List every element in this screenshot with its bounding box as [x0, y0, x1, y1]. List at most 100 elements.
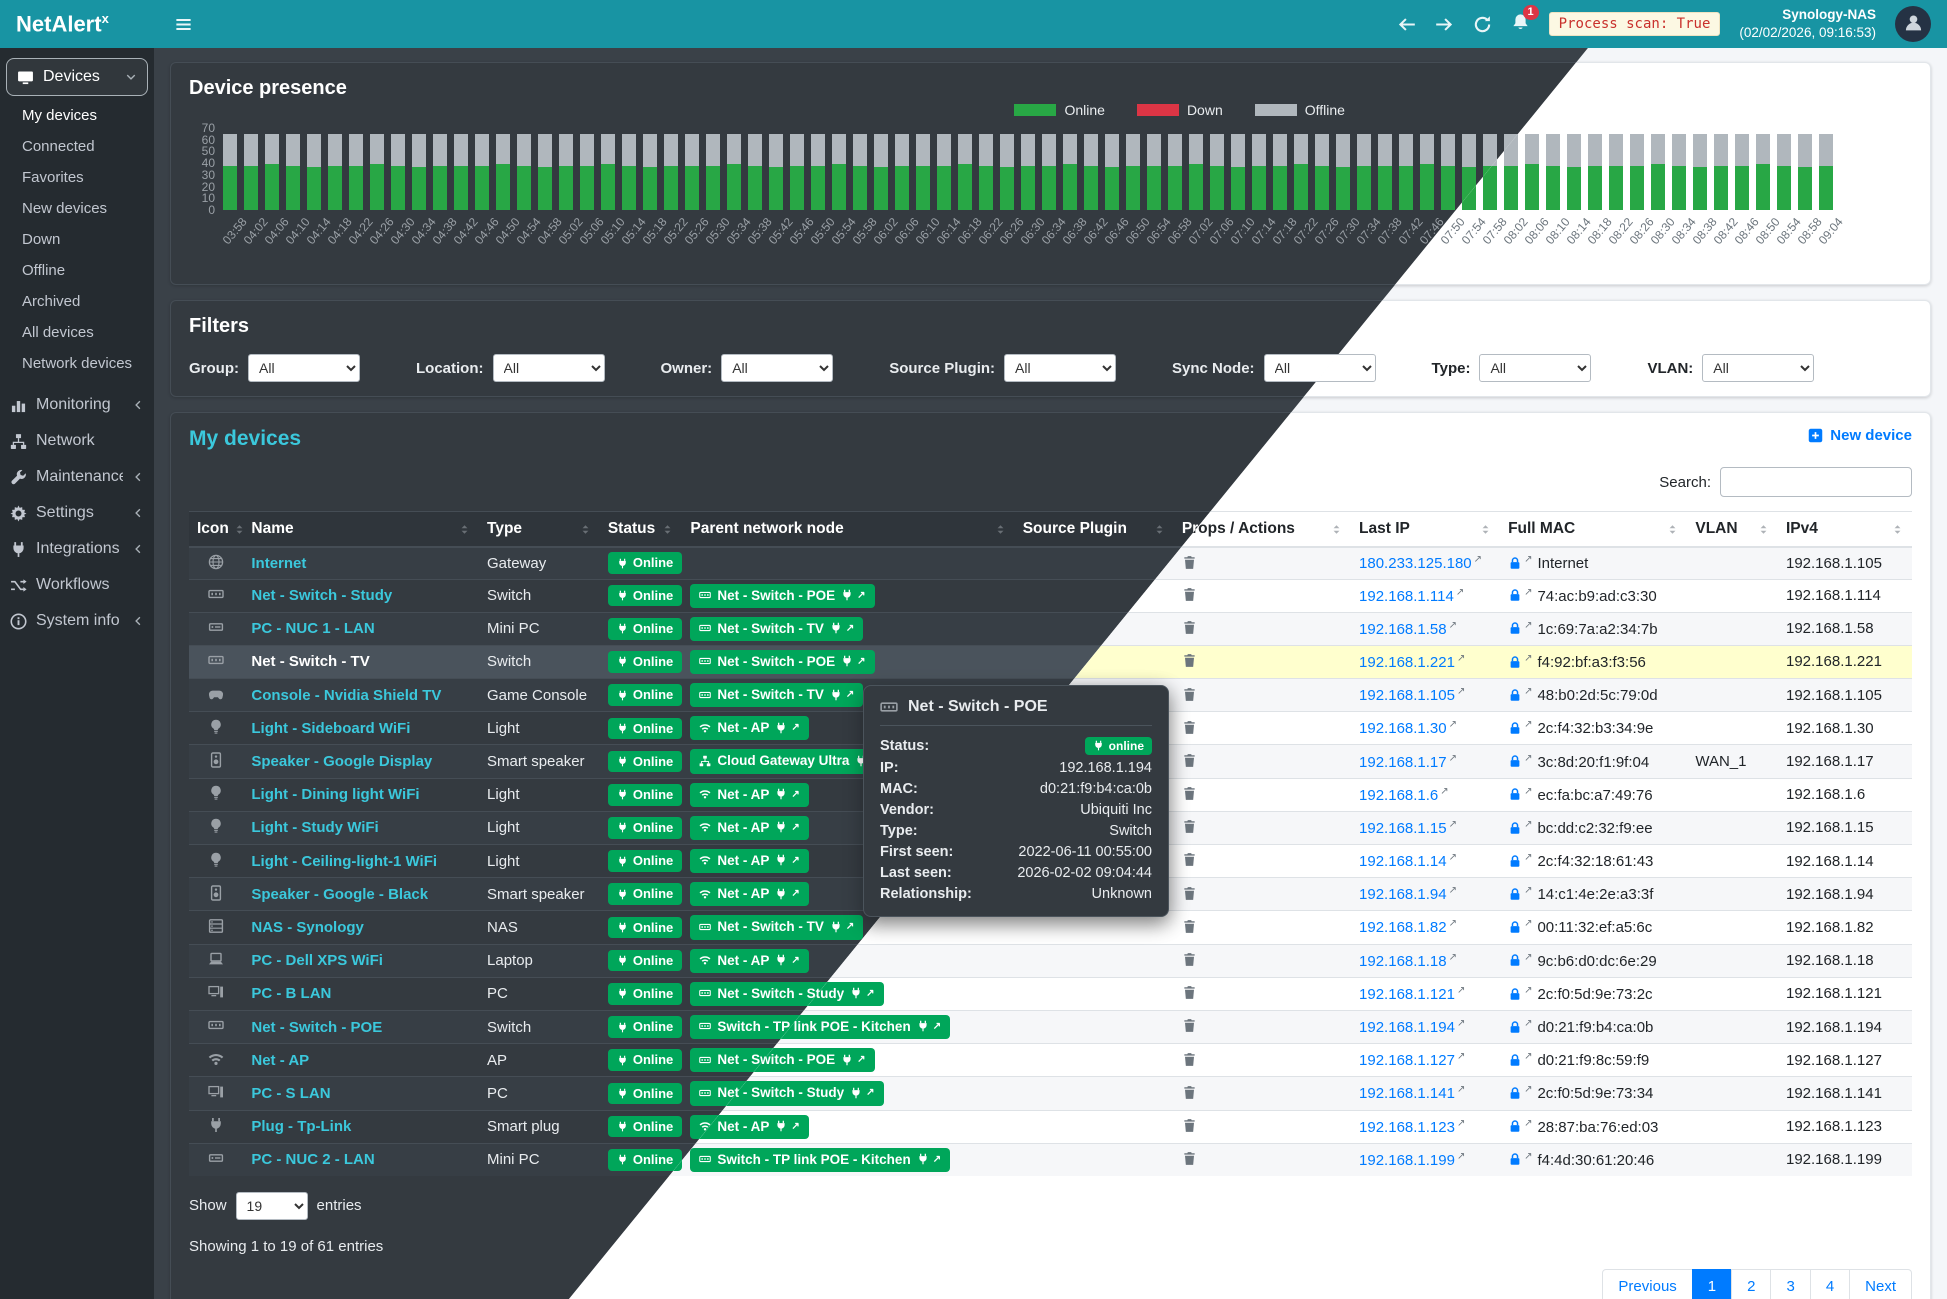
- lock-icon[interactable]: [1508, 1052, 1522, 1068]
- chart-bar[interactable]: [1210, 133, 1224, 210]
- parent-node-button[interactable]: Net - AP↗: [690, 882, 809, 907]
- filter-location-select[interactable]: All: [492, 354, 605, 382]
- chart-bar[interactable]: [454, 133, 468, 210]
- device-name-link[interactable]: Speaker - Google - Black: [251, 885, 429, 903]
- sidebar-item-down[interactable]: Down: [22, 231, 61, 248]
- chart-bar[interactable]: [1084, 133, 1098, 210]
- delete-device-button[interactable]: [1182, 620, 1197, 637]
- delete-device-button[interactable]: [1182, 1019, 1197, 1036]
- delete-device-button[interactable]: [1182, 985, 1197, 1002]
- sidebar-item-connected[interactable]: Connected: [22, 138, 95, 155]
- lock-icon[interactable]: [1508, 1019, 1522, 1035]
- parent-node-button[interactable]: Net - AP↗: [690, 716, 809, 741]
- chart-bar[interactable]: [1777, 133, 1791, 210]
- column-header-status[interactable]: Status: [599, 511, 683, 548]
- device-name-link[interactable]: Net - Switch - Study: [251, 587, 393, 605]
- chart-bar[interactable]: [790, 133, 804, 210]
- chart-bar[interactable]: [601, 133, 615, 210]
- delete-device-button[interactable]: [1182, 720, 1197, 737]
- sidebar-item-all-devices[interactable]: All devices: [22, 324, 94, 341]
- chart-bar[interactable]: [1399, 133, 1413, 210]
- last-ip-link[interactable]: 192.168.1.94: [1359, 886, 1447, 904]
- chart-bar[interactable]: [979, 133, 993, 210]
- sidebar-item-integrations[interactable]: Integrations: [0, 531, 154, 567]
- last-ip-link[interactable]: 192.168.1.199: [1359, 1151, 1455, 1169]
- delete-device-button[interactable]: [1182, 555, 1197, 572]
- device-name-link[interactable]: PC - NUC 1 - LAN: [251, 620, 375, 638]
- avatar[interactable]: [1895, 6, 1931, 42]
- device-name-link[interactable]: PC - B LAN: [251, 985, 332, 1003]
- chart-bar[interactable]: [685, 133, 699, 210]
- lock-icon[interactable]: [1508, 1119, 1522, 1135]
- last-ip-link[interactable]: 192.168.1.17: [1359, 753, 1447, 771]
- last-ip-link[interactable]: 192.168.1.30: [1359, 720, 1447, 738]
- device-name-link[interactable]: Net - AP: [251, 1051, 310, 1069]
- device-name-link[interactable]: NAS - Synology: [251, 918, 364, 936]
- lock-icon[interactable]: [1508, 820, 1522, 836]
- page-button-2[interactable]: 2: [1731, 1268, 1772, 1299]
- parent-node-button[interactable]: Cloud Gateway Ultra↗: [690, 749, 889, 774]
- last-ip-link[interactable]: 192.168.1.18: [1359, 952, 1447, 970]
- chart-bar[interactable]: [937, 133, 951, 210]
- chart-bar[interactable]: [1063, 133, 1077, 210]
- chart-bar[interactable]: [433, 133, 447, 210]
- chart-bar[interactable]: [1378, 133, 1392, 210]
- chart-bar[interactable]: [727, 133, 741, 210]
- chart-bar[interactable]: [811, 133, 825, 210]
- chart-bar[interactable]: [1147, 133, 1161, 210]
- lock-icon[interactable]: [1508, 754, 1522, 770]
- chart-bar[interactable]: [349, 133, 363, 210]
- last-ip-link[interactable]: 192.168.1.121: [1359, 985, 1455, 1003]
- lock-icon[interactable]: [1508, 787, 1522, 803]
- sidebar-item-favorites[interactable]: Favorites: [22, 169, 84, 186]
- lock-icon[interactable]: [1508, 919, 1522, 935]
- lock-icon[interactable]: [1508, 1152, 1522, 1168]
- last-ip-link[interactable]: 192.168.1.114: [1359, 587, 1454, 605]
- chart-bar[interactable]: [1672, 133, 1686, 210]
- device-name-link[interactable]: PC - Dell XPS WiFi: [251, 952, 383, 970]
- device-name-link[interactable]: Light - Study WiFi: [251, 819, 379, 837]
- parent-node-button[interactable]: Net - Switch - TV↗: [690, 683, 864, 708]
- last-ip-link[interactable]: 192.168.1.82: [1359, 919, 1447, 937]
- device-name-link[interactable]: Net - Switch - POE: [251, 1018, 383, 1036]
- parent-node-button[interactable]: Net - AP↗: [690, 849, 809, 874]
- chart-bar[interactable]: [1252, 133, 1266, 210]
- lock-icon[interactable]: [1508, 555, 1522, 571]
- lock-icon[interactable]: [1508, 720, 1522, 736]
- chart-bar[interactable]: [1441, 133, 1455, 210]
- lock-icon[interactable]: [1508, 886, 1522, 902]
- page-button-next[interactable]: Next: [1849, 1268, 1912, 1299]
- delete-device-button[interactable]: [1182, 1118, 1197, 1135]
- chart-bar[interactable]: [1231, 133, 1245, 210]
- chart-bar[interactable]: [1798, 133, 1812, 210]
- parent-node-button[interactable]: Net - AP↗: [690, 948, 809, 973]
- last-ip-link[interactable]: 192.168.1.15: [1359, 819, 1447, 837]
- sidebar-item-new-devices[interactable]: New devices: [22, 200, 108, 217]
- lock-icon[interactable]: [1508, 654, 1522, 670]
- page-button-4[interactable]: 4: [1809, 1268, 1851, 1299]
- menu-icon[interactable]: [174, 15, 193, 34]
- chart-bar[interactable]: [748, 133, 762, 210]
- chart-bar[interactable]: [517, 133, 531, 210]
- chart-bar[interactable]: [265, 133, 279, 210]
- entries-select[interactable]: 19: [235, 1191, 308, 1220]
- delete-device-button[interactable]: [1182, 952, 1197, 969]
- column-header-last-ip[interactable]: Last IP: [1351, 511, 1501, 548]
- chart-bar[interactable]: [1651, 133, 1665, 210]
- chart-bar[interactable]: [1525, 133, 1539, 210]
- filter-owner-select[interactable]: All: [721, 354, 834, 382]
- chart-bar[interactable]: [706, 133, 720, 210]
- delete-device-button[interactable]: [1182, 753, 1197, 770]
- delete-device-button[interactable]: [1182, 1085, 1197, 1102]
- chart-bar[interactable]: [1630, 133, 1644, 210]
- chart-bar[interactable]: [916, 133, 930, 210]
- delete-device-button[interactable]: [1182, 820, 1197, 837]
- filter-group-select[interactable]: All: [248, 354, 360, 382]
- chart-bar[interactable]: [1315, 133, 1329, 210]
- page-button-previous[interactable]: Previous: [1602, 1268, 1693, 1299]
- delete-device-button[interactable]: [1182, 919, 1197, 936]
- chart-bar[interactable]: [769, 133, 783, 210]
- chart-bar[interactable]: [1756, 133, 1770, 210]
- chart-bar[interactable]: [1714, 133, 1728, 210]
- device-name-link[interactable]: PC - S LAN: [251, 1084, 331, 1102]
